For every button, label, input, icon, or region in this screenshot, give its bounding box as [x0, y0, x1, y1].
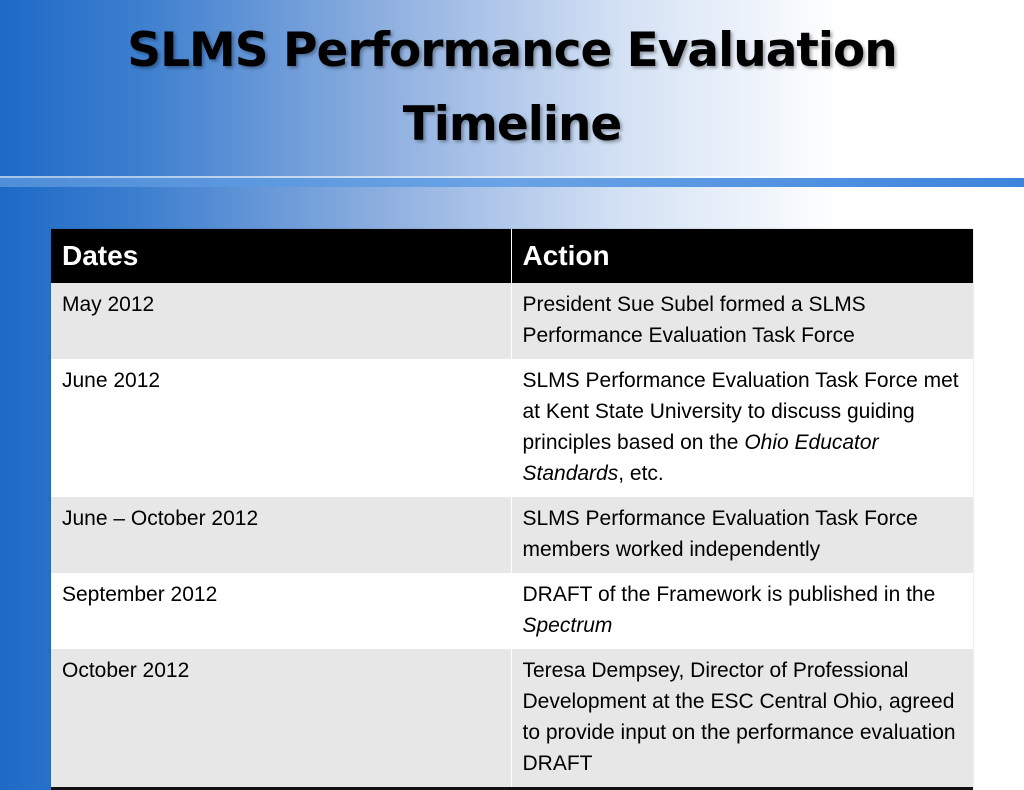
title-divider [0, 176, 1024, 187]
row-action-text: SLMS Performance Evaluation Task Force m… [522, 369, 959, 454]
row-action-emphasis: Spectrum [522, 614, 613, 637]
row-action: SLMS Performance Evaluation Task Force m… [511, 359, 973, 497]
table-row: May 2012 President Sue Subel formed a SL… [51, 283, 973, 359]
row-date: October 2012 [51, 649, 512, 787]
timeline-table: Dates Action May 2012 President Sue Sube… [51, 229, 973, 787]
row-date: June – October 2012 [51, 497, 512, 573]
table-row: June 2012 SLMS Performance Evaluation Ta… [51, 359, 973, 497]
row-action: DRAFT of the Framework is published in t… [511, 573, 973, 649]
table-row: October 2012 Teresa Dempsey, Director of… [51, 649, 973, 787]
header-dates: Dates [51, 229, 512, 283]
table-row: September 2012 DRAFT of the Framework is… [51, 573, 973, 649]
table-row: June – October 2012 SLMS Performance Eva… [51, 497, 973, 573]
header-action: Action [511, 229, 973, 283]
table-header-row: Dates Action [51, 229, 973, 283]
slide-title-line-2: Timeline [402, 97, 623, 152]
timeline-table-container: Dates Action May 2012 President Sue Sube… [51, 229, 973, 790]
title-area: SLMS Performance Evaluation Timeline [0, 0, 1024, 176]
row-action-text: DRAFT of the Framework is published in t… [522, 583, 936, 606]
row-action: Teresa Dempsey, Director of Professional… [511, 649, 973, 787]
slide-title-line-1: SLMS Performance Evaluation [127, 23, 898, 78]
row-date: September 2012 [51, 573, 512, 649]
row-action: President Sue Subel formed a SLMS Perfor… [511, 283, 973, 359]
row-action-emphasis: Ohio Educator Standards [522, 431, 879, 485]
slide-title: SLMS Performance Evaluation Timeline [127, 14, 898, 162]
row-action-text-tail: , etc. [618, 462, 664, 485]
row-date: May 2012 [51, 283, 512, 359]
row-date: June 2012 [51, 359, 512, 497]
row-action: SLMS Performance Evaluation Task Force m… [511, 497, 973, 573]
